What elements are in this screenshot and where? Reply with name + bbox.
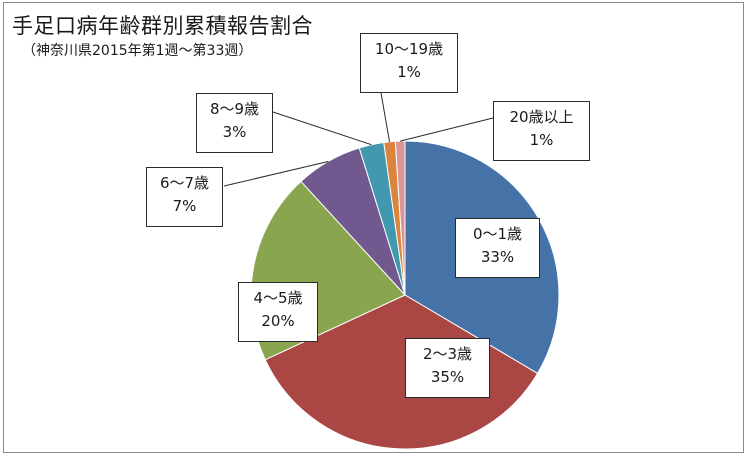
data-label-age-6-7-category: 6～7歳 xyxy=(159,174,210,192)
data-label-age-2-3: 2～3歳 35% xyxy=(405,338,490,398)
chart-subtitle: （神奈川県2015年第1週～第33週） xyxy=(22,43,253,59)
data-label-age-10-19-category: 10～19歳 xyxy=(374,40,444,58)
data-label-age-8-9-percent: 3% xyxy=(222,123,247,141)
data-label-age-20-plus: 20歳以上 1% xyxy=(493,101,590,161)
data-label-age-8-9: 8～9歳 3% xyxy=(196,93,273,153)
pie-slice-age-2-3 xyxy=(264,294,539,450)
data-label-age-0-1: 0～1歳 33% xyxy=(455,218,540,278)
data-label-age-0-1-percent: 33% xyxy=(480,248,515,266)
data-label-age-4-5-category: 4～5歳 xyxy=(253,289,303,307)
chart-title: 手足口病年齢群別累積報告割合 xyxy=(12,14,313,38)
leader-line-age-8-9 xyxy=(272,111,372,146)
data-label-age-2-3-category: 2～3歳 xyxy=(422,345,473,363)
leader-line-age-6-7 xyxy=(223,160,329,187)
leader-line-age-10-19 xyxy=(380,92,391,142)
data-label-age-10-19-percent: 1% xyxy=(397,63,421,81)
data-label-age-4-5-percent: 20% xyxy=(261,312,295,330)
data-label-age-0-1-category: 0～1歳 xyxy=(472,225,523,243)
data-label-age-4-5: 4～5歳 20% xyxy=(238,282,318,342)
data-label-age-6-7-percent: 7% xyxy=(172,197,197,215)
data-label-age-2-3-percent: 35% xyxy=(430,368,465,386)
data-label-age-6-7: 6～7歳 7% xyxy=(146,167,223,227)
data-label-age-20-plus-percent: 1% xyxy=(529,131,554,149)
data-label-age-20-plus-category: 20歳以上 xyxy=(509,108,574,126)
data-label-age-10-19: 10～19歳 1% xyxy=(360,33,458,93)
leader-line-age-20-plus xyxy=(400,117,494,142)
data-label-age-8-9-category: 8～9歳 xyxy=(209,100,260,118)
